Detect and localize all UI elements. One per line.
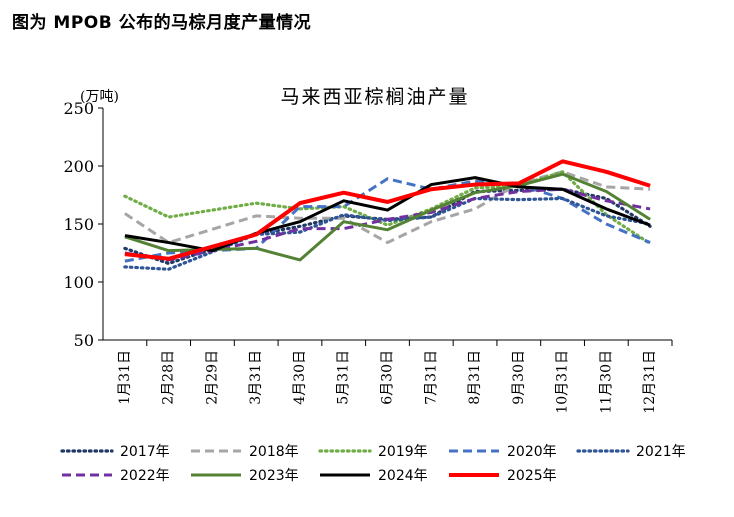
legend-label: 2023年 [249, 468, 299, 484]
legend-label: 2019年 [378, 444, 428, 460]
legend-label: 2022年 [120, 468, 170, 484]
x-tick-label: 3月31日 [248, 350, 264, 405]
x-tick-label: 6月30日 [380, 350, 396, 405]
series-line-2024 [124, 176, 651, 253]
x-tick-label: 5月31日 [336, 350, 352, 405]
chart-title: 马来西亚棕榈油产量 [280, 86, 469, 108]
legend-label: 2017年 [120, 444, 170, 460]
legend-label: 2018年 [249, 444, 299, 460]
y-tick-label: 250 [63, 99, 94, 118]
series-line-2025 [124, 159, 651, 261]
y-tick-label: 50 [74, 331, 94, 350]
series-line-2023 [124, 172, 651, 262]
x-tick-label: 11月30日 [598, 350, 614, 414]
series-line-2018 [124, 170, 651, 245]
y-tick-label: 100 [63, 273, 94, 292]
x-tick-label: 1月31日 [117, 350, 133, 405]
x-tick-label: 10月31日 [555, 350, 571, 414]
x-tick-label: 8月31日 [467, 350, 483, 405]
legend-label: 2021年 [636, 444, 686, 460]
series-line-2019 [123, 170, 652, 246]
y-axis-unit-label: (万吨) [80, 89, 119, 105]
legend-label: 2024年 [378, 468, 428, 484]
legend-label: 2020年 [507, 444, 557, 460]
y-tick-label: 200 [63, 157, 94, 176]
x-tick-label: 9月30日 [511, 350, 527, 405]
y-tick-label: 150 [63, 215, 94, 234]
x-tick-label: 2月28日 [161, 350, 177, 405]
x-tick-label: 7月31日 [423, 350, 439, 405]
x-tick-label: 2月29日 [204, 350, 220, 405]
x-tick-label: 12月31日 [642, 350, 658, 414]
legend-label: 2025年 [507, 468, 557, 484]
figure-caption: 图为 MPOB 公布的马棕月度产量情况 [12, 13, 312, 33]
x-tick-label: 4月30日 [292, 350, 308, 405]
